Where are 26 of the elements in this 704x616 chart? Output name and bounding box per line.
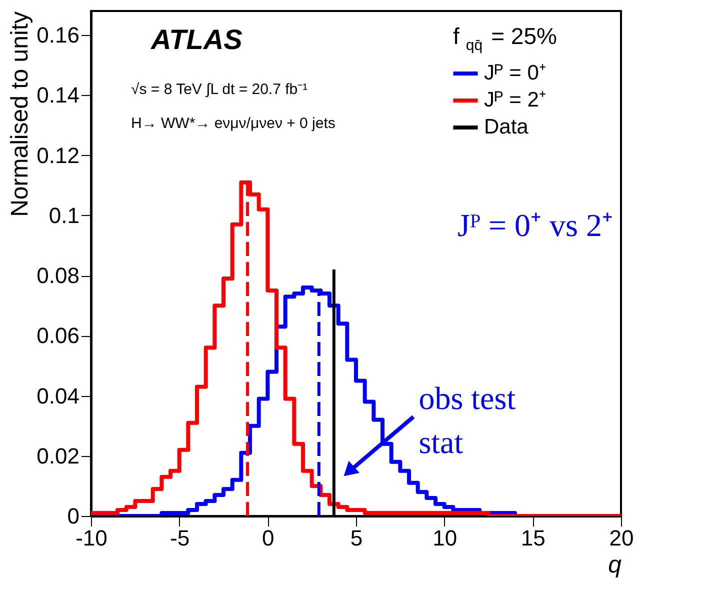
x-tick-label: -10 bbox=[76, 526, 108, 550]
y-tick-label: 0 bbox=[67, 504, 80, 528]
y-tick-label: 0.16 bbox=[36, 22, 80, 48]
y-tick-label: 0.1 bbox=[48, 202, 80, 228]
x-axis-title: q bbox=[608, 552, 622, 578]
y-tick-label: 0.06 bbox=[36, 323, 80, 348]
x-tick-label: 20 bbox=[609, 526, 634, 550]
x-tick-label: -5 bbox=[170, 526, 190, 550]
y-tick-label: 0.14 bbox=[36, 82, 80, 108]
y-tick-label: 0.04 bbox=[36, 383, 80, 408]
annotation: Jᴾ = 0⁺ vs 2⁺ bbox=[457, 207, 613, 243]
annotation: √s = 8 TeV ∫L dt = 20.7 fb⁻¹ bbox=[131, 81, 308, 98]
annotation: obs test stat bbox=[418, 380, 516, 460]
x-tick-label: 0 bbox=[262, 526, 274, 550]
x-tick-label: 15 bbox=[520, 526, 546, 550]
legend-label: Data bbox=[484, 116, 529, 138]
legend-label: Jᴾ = 0⁺ bbox=[484, 62, 546, 84]
y-tick-label: 0.08 bbox=[36, 263, 80, 288]
annotation: H→ WW*→ eνμν/μνeν + 0 jets bbox=[131, 115, 336, 132]
y-tick-label: 0.02 bbox=[36, 443, 80, 468]
y-tick-label: 0.12 bbox=[36, 142, 80, 168]
x-tick-label: 5 bbox=[350, 526, 363, 550]
x-tick-label: 10 bbox=[432, 526, 458, 550]
legend-label: Jᴾ = 2⁺ bbox=[484, 88, 546, 112]
y-axis-title: Normalised to unity bbox=[6, 12, 34, 217]
annotation: ATLAS bbox=[150, 24, 243, 55]
